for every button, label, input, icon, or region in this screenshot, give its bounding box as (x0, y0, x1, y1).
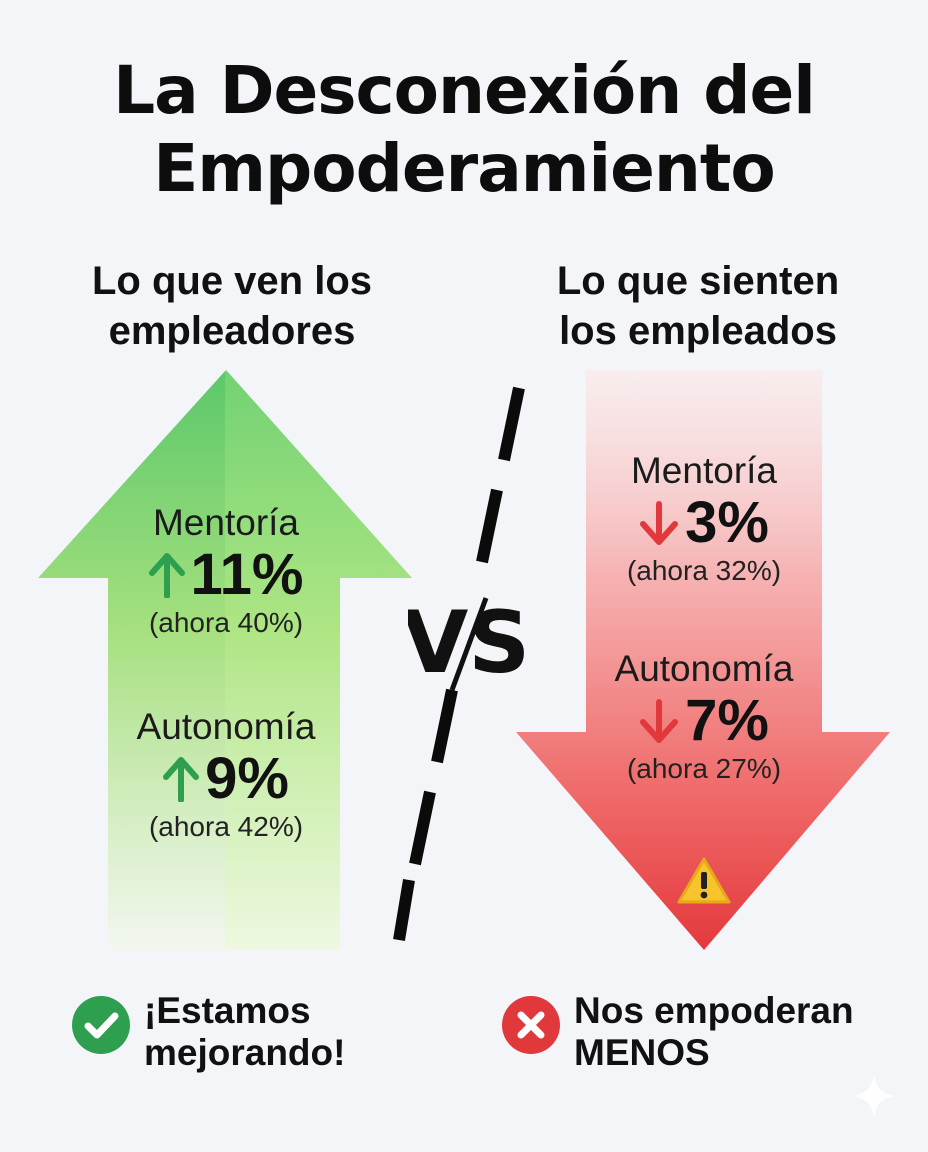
employees-heading-line-1: Lo que sienten (556, 259, 840, 303)
employees-footer: Nos empoderan MENOS (502, 990, 854, 1074)
stat-label: Autonomía (136, 706, 316, 747)
stat-label: Mentoría (152, 502, 299, 543)
title-line-1: La Desconexión del (113, 52, 816, 129)
arrow-down-icon (640, 699, 679, 743)
stat-value-row: 7% (544, 690, 864, 752)
arrow-down-icon (640, 501, 679, 545)
stat-value: 7% (685, 688, 769, 753)
x-icon (502, 996, 560, 1054)
warning-icon (676, 856, 732, 906)
employees-heading: Lo que sienten los empleados (488, 256, 908, 356)
page-title: La Desconexión del Empoderamiento (0, 52, 928, 208)
employees-heading-line-2: los empleados (559, 309, 837, 353)
stat-note: (ahora 27%) (626, 753, 782, 784)
dashed-divider (393, 386, 525, 941)
footer-line-1: Nos empoderan (574, 990, 854, 1031)
employees-autonomy-stat: Autonomía 7% (ahora 27%) (544, 648, 864, 786)
arrow-up-icon (148, 553, 185, 598)
stat-note: (ahora 32%) (626, 555, 782, 586)
title-line-2: Empoderamiento (153, 130, 776, 207)
employers-heading-line-1: Lo que ven los (91, 259, 373, 303)
vs-label: VS (402, 592, 531, 693)
employers-footer: ¡Estamos mejorando! (72, 990, 345, 1074)
stat-value-row: 3% (544, 492, 864, 554)
stat-value: 11% (190, 542, 304, 607)
stat-note: (ahora 42%) (148, 811, 304, 842)
stat-value-row: 9% (66, 748, 386, 810)
footer-line-1: ¡Estamos (144, 990, 311, 1031)
check-icon (72, 996, 130, 1054)
footer-line-2: MENOS (574, 1032, 710, 1073)
arrow-up-icon (163, 757, 200, 802)
employers-autonomy-stat: Autonomía 9% (ahora 42%) (66, 706, 386, 844)
employers-heading: Lo que ven los empleadores (22, 256, 442, 356)
employers-footer-text: ¡Estamos mejorando! (144, 990, 345, 1074)
stat-value: 9% (205, 746, 289, 811)
stat-label: Autonomía (614, 648, 794, 689)
employers-mentoring-stat: Mentoría 11% (ahora 40%) (66, 502, 386, 640)
vs-text: VS (408, 593, 528, 692)
employees-footer-text: Nos empoderan MENOS (574, 990, 854, 1074)
sparkle-icon (850, 1072, 898, 1120)
stat-label: Mentoría (630, 450, 777, 491)
stat-note: (ahora 40%) (148, 607, 304, 638)
stat-value: 3% (685, 490, 769, 555)
footer-line-2: mejorando! (144, 1032, 346, 1073)
stat-value-row: 11% (66, 544, 386, 606)
employers-heading-line-2: empleadores (108, 309, 356, 353)
employees-mentoring-stat: Mentoría 3% (ahora 32%) (544, 450, 864, 588)
down-arrow (516, 370, 890, 950)
